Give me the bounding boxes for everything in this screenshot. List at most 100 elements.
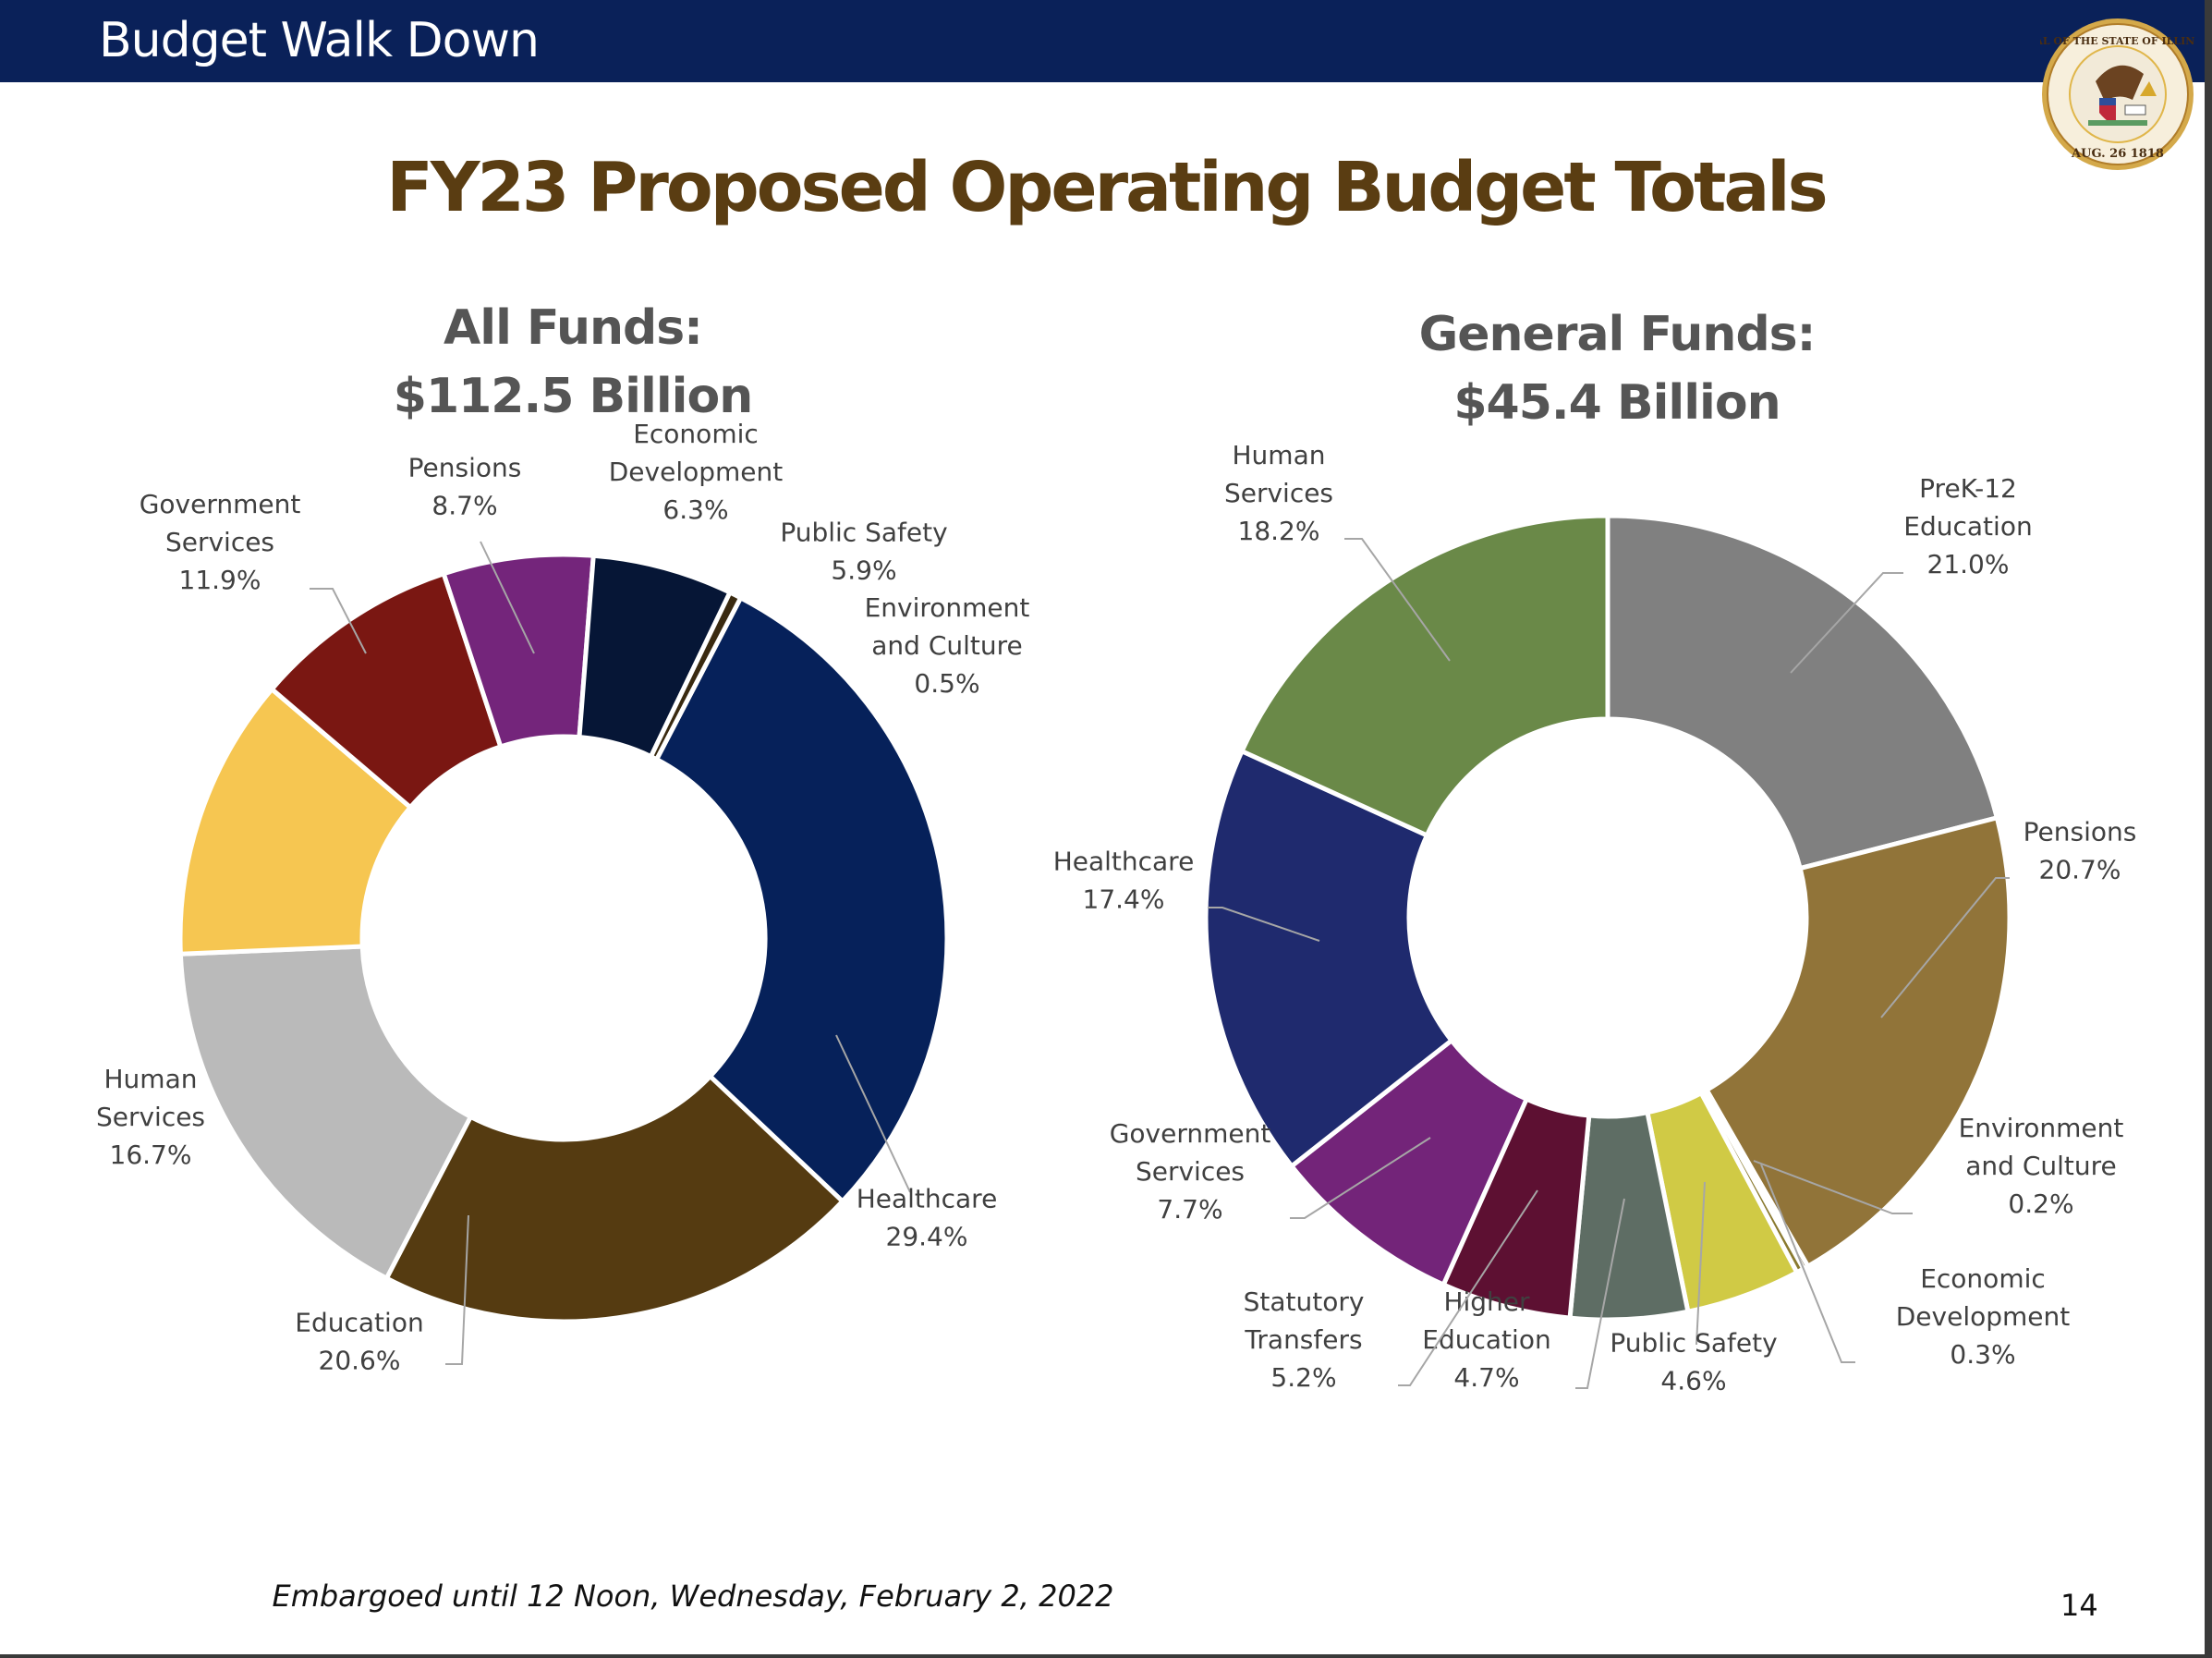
all-funds-donut: Healthcare 29.4% Education 20.6% Human Servic… (96, 419, 1029, 1376)
leader-line-education (445, 1214, 469, 1365)
page-number: 14 (2060, 1588, 2098, 1623)
label-value: 5.9% (831, 555, 896, 586)
label-category: Economic (633, 419, 759, 449)
leader-line-environment-and-culture (1753, 1160, 1913, 1214)
window-edge-bottom (0, 1654, 2212, 1658)
slice-healthcare (653, 594, 950, 1205)
general-funds-title: General Funds: (1418, 307, 1817, 362)
label-category: Services (1224, 478, 1333, 508)
label-category: Transfers (1244, 1324, 1362, 1355)
label-category: Development (1896, 1301, 2071, 1332)
data-label-environment-and-culture: Environment and Culture 0.2% (1959, 1113, 2124, 1219)
all-funds-heading: All Funds: $112.5 Billion (277, 294, 869, 431)
label-category: Services (96, 1102, 205, 1132)
label-value: 4.7% (1453, 1362, 1519, 1393)
svg-text:AUG. 26 1818: AUG. 26 1818 (2071, 147, 2164, 161)
label-value: 7.7% (1157, 1194, 1222, 1225)
label-category: Statutory (1244, 1286, 1365, 1317)
leader-line-higher-education (1575, 1198, 1625, 1389)
data-label-human-services: Human Services 16.7% (96, 1064, 205, 1170)
data-label-public-safety: Public Safety 5.9% (780, 518, 947, 586)
label-category: Pensions (2024, 817, 2137, 847)
label-category: Public Safety (1610, 1328, 1777, 1359)
data-label-higher-education: Higher Education 4.7% (1422, 1286, 1550, 1393)
embargo-footer: Embargoed until 12 Noon, Wednesday, Febr… (272, 1579, 1114, 1614)
leader-line-government-services (1290, 1137, 1431, 1219)
data-label-education: Education 20.6% (295, 1308, 423, 1376)
data-label-statutory-transfers: Statutory Transfers 5.2% (1244, 1286, 1365, 1393)
label-category: Government (140, 489, 301, 519)
label-category: Healthcare (857, 1184, 998, 1214)
label-category: Environment (1959, 1113, 2124, 1143)
general-funds-donut: PreK-12 Education 21.0% Pensions 20.7% Enviro… (1053, 440, 2137, 1396)
leader-line-public-safety (1695, 1181, 1706, 1346)
slice-education (383, 1073, 846, 1324)
data-label-pensions: Pensions 20.7% (2024, 817, 2137, 885)
leader-line-government-services (310, 588, 367, 654)
data-label-government-services: Government Services 7.7% (1110, 1118, 1271, 1225)
label-value: 21.0% (1927, 549, 2010, 579)
data-label-government-services: Government Services 11.9% (140, 489, 301, 595)
window-edge (2205, 0, 2212, 1658)
label-category: Public Safety (780, 518, 947, 548)
slice-healthcare (1203, 748, 1455, 1170)
all-funds-title: All Funds: (444, 300, 703, 356)
data-label-environment-and-culture: Environment and Culture 0.5% (865, 592, 1030, 699)
leader-line-healthcare (1208, 907, 1320, 942)
label-category: Human (1233, 440, 1326, 470)
label-value: 18.2% (1238, 516, 1320, 546)
general-funds-total: $45.4 Billion (1453, 375, 1781, 431)
slice-human-services (1238, 513, 1610, 839)
label-value: 0.5% (914, 668, 979, 699)
leader-line-human-services (1344, 538, 1451, 662)
leader-line-healthcare (835, 1034, 911, 1193)
leader-line-pensions (480, 541, 535, 654)
label-category: and Culture (1965, 1151, 2117, 1181)
illinois-seal-icon: SEAL OF THE STATE OF ILLINOIS AUG. 26 18… (2040, 18, 2195, 170)
label-category: Environment (865, 592, 1030, 623)
slice-prek-12-education (1605, 513, 2000, 872)
label-value: 4.6% (1660, 1366, 1726, 1396)
data-label-public-safety: Public Safety 4.6% (1610, 1328, 1777, 1396)
label-value: 20.7% (2039, 855, 2121, 885)
data-label-pensions: Pensions 8.7% (408, 453, 522, 521)
label-category: Pensions (408, 453, 522, 483)
label-value: 29.4% (886, 1222, 968, 1252)
leader-line-economic-development (1760, 1164, 1855, 1363)
section-title: Budget Walk Down (99, 13, 540, 68)
header-bar: Budget Walk Down (0, 0, 2212, 82)
label-value: 11.9% (179, 565, 261, 595)
leader-line-pensions (1880, 877, 2010, 1018)
label-value: 20.6% (319, 1346, 401, 1376)
data-label-human-services: Human Services 18.2% (1224, 440, 1333, 546)
svg-text:SEAL OF THE STATE OF ILLINOIS: SEAL OF THE STATE OF ILLINOIS (2040, 35, 2195, 47)
label-value: 0.2% (2008, 1189, 2073, 1219)
leader-line-prek-12-education (1790, 572, 1903, 674)
slice-government-services (177, 686, 414, 957)
label-category: Development (609, 457, 784, 487)
label-category: Education (1903, 511, 2032, 542)
label-category: Economic (1920, 1263, 2046, 1294)
data-label-prek-12-education: PreK-12 Education 21.0% (1903, 473, 2032, 579)
page-title: FY23 Proposed Operating Budget Totals (386, 148, 1828, 227)
label-value: 5.2% (1270, 1362, 1336, 1393)
label-category: Education (1422, 1324, 1550, 1355)
slice-pensions (1703, 814, 2012, 1270)
label-category: Education (295, 1308, 423, 1338)
label-category: Services (1136, 1156, 1245, 1187)
leader-line-statutory-transfers (1398, 1189, 1538, 1386)
label-value: 6.3% (662, 494, 728, 525)
data-label-economic-development: Economic Development 0.3% (1896, 1263, 2071, 1370)
label-category: and Culture (871, 630, 1023, 661)
label-value: 8.7% (431, 491, 497, 521)
label-category: Human (104, 1064, 198, 1094)
slice-human-services (177, 944, 474, 1282)
data-label-economic-development: Economic Development 6.3% (609, 419, 784, 525)
slice-environment-and-culture (648, 589, 744, 763)
label-value: 17.4% (1083, 884, 1165, 915)
general-funds-heading: General Funds: $45.4 Billion (1312, 300, 1922, 437)
label-category: PreK-12 (1919, 473, 2017, 504)
label-category: Government (1110, 1118, 1271, 1149)
all-funds-total: $112.5 Billion (393, 369, 753, 424)
